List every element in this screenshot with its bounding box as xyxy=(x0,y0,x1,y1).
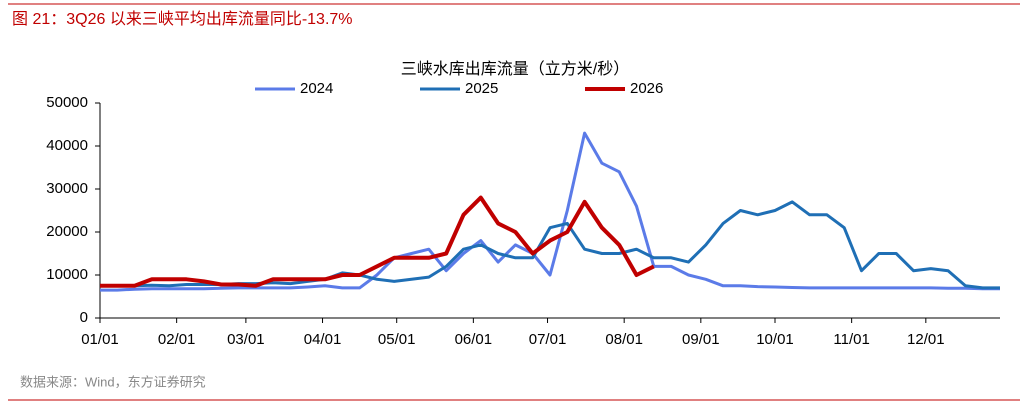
x-tick-label: 03/01 xyxy=(227,331,265,348)
x-tick-label: 01/01 xyxy=(81,331,119,348)
legend-label: 2026 xyxy=(630,80,663,97)
chart-title: 三峡水库出库流量（立方米/秒） xyxy=(401,60,629,78)
y-tick-label: 50000 xyxy=(46,94,88,111)
figure-title: 图 21：3Q26 以来三峡平均出库流量同比-13.7% xyxy=(12,10,353,28)
legend-label: 2024 xyxy=(300,80,333,97)
y-tick-label: 10000 xyxy=(46,266,88,283)
series-line xyxy=(100,131,1000,292)
x-tick-label: 09/01 xyxy=(682,331,720,348)
x-tick-label: 08/01 xyxy=(605,331,643,348)
x-tick-label: 02/01 xyxy=(158,331,196,348)
series-line xyxy=(100,195,655,288)
y-tick-label: 30000 xyxy=(46,180,88,197)
x-tick-label: 12/01 xyxy=(907,331,945,348)
x-tick-label: 10/01 xyxy=(756,331,794,348)
x-tick-label: 06/01 xyxy=(455,331,493,348)
x-tick-label: 04/01 xyxy=(304,331,342,348)
legend-label: 2025 xyxy=(465,80,498,97)
x-tick-label: 11/01 xyxy=(833,331,869,348)
y-tick-label: 20000 xyxy=(46,223,88,240)
x-tick-label: 05/01 xyxy=(378,331,416,348)
x-tick-label: 07/01 xyxy=(529,331,567,348)
y-tick-label: 40000 xyxy=(46,137,88,154)
source: 数据来源：Wind，东方证券研究 xyxy=(20,374,206,389)
y-tick-label: 0 xyxy=(80,309,88,326)
